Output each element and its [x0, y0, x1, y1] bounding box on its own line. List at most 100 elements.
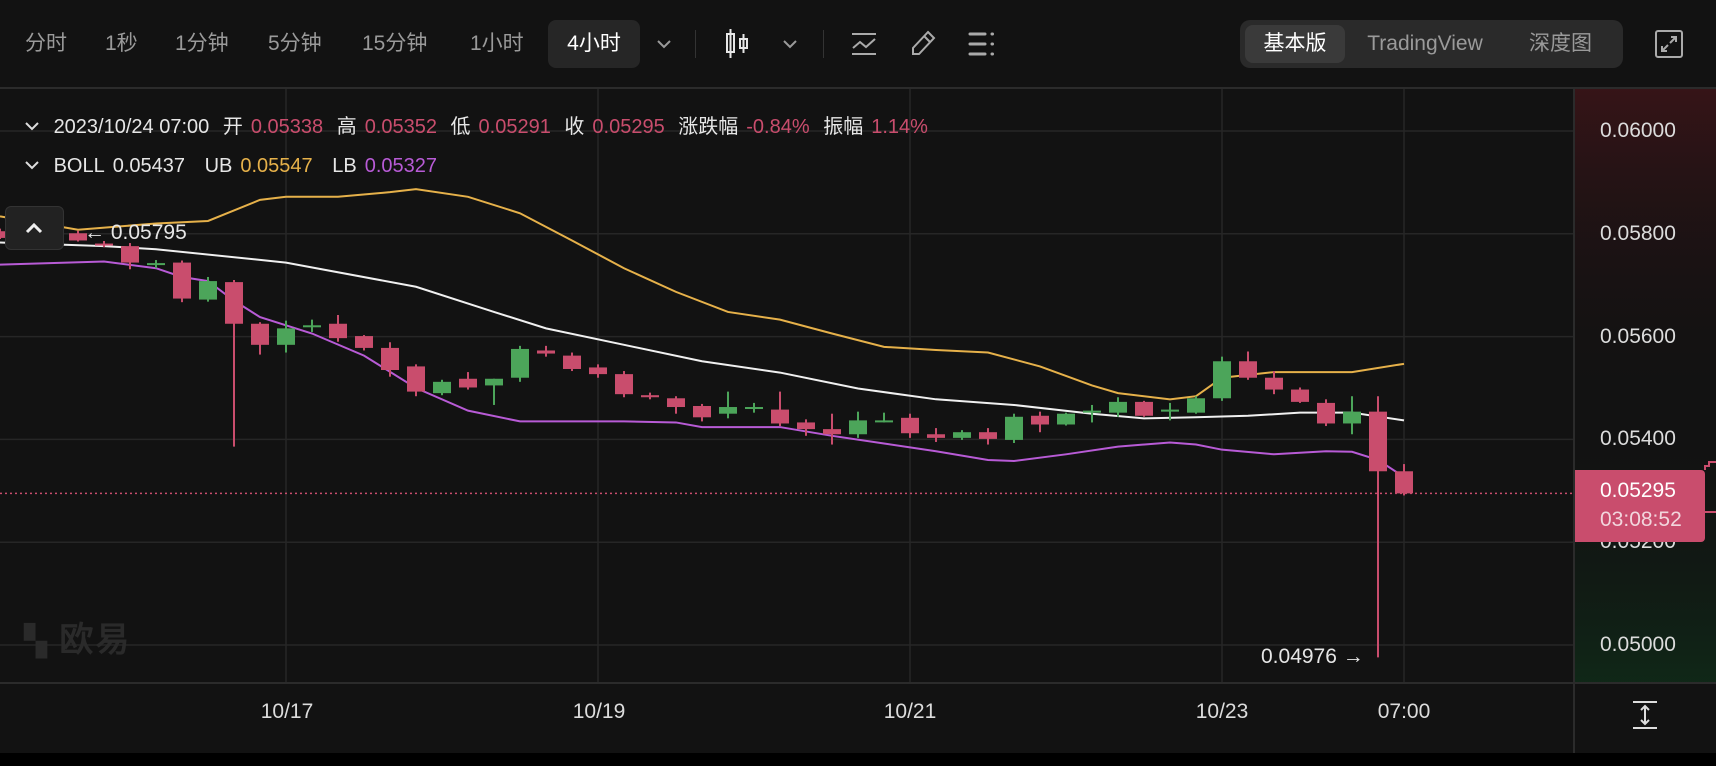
candle-body: [849, 420, 867, 435]
expand-icon[interactable]: [1654, 29, 1684, 59]
chevron-down-icon[interactable]: [24, 158, 40, 172]
candle: [563, 352, 581, 372]
candle: [1395, 464, 1413, 496]
interval-1h[interactable]: 1小时: [470, 32, 524, 55]
candle: [433, 379, 451, 396]
view-depth[interactable]: 深度图: [1529, 32, 1592, 55]
candle: [797, 419, 815, 436]
candle-body: [667, 398, 685, 408]
candle-body: [953, 432, 971, 438]
candle: [173, 260, 191, 303]
candle-body: [745, 407, 763, 410]
candle: [875, 412, 893, 423]
candle-body: [1265, 377, 1283, 390]
candle-body: [1369, 411, 1387, 472]
candle-body: [1109, 401, 1127, 413]
candlestick-icon[interactable]: [724, 28, 752, 60]
chevron-down-icon[interactable]: [24, 119, 40, 133]
candle-datetime: 2023/10/24 07:00: [53, 116, 210, 138]
candle-body: [511, 348, 529, 378]
x-tick: 10/17: [260, 700, 314, 723]
candle: [823, 413, 841, 445]
interval-5m[interactable]: 5分钟: [268, 32, 322, 55]
bottom-bar: [0, 753, 1716, 766]
candle: [667, 396, 685, 414]
high-label: 高: [336, 116, 357, 138]
candle: [1291, 387, 1309, 403]
candle-body: [1213, 361, 1231, 399]
candle-body: [1083, 410, 1101, 413]
candle-body: [355, 336, 373, 348]
divider: [695, 30, 696, 58]
divider: [823, 30, 824, 58]
open-value: 0.05338: [250, 116, 324, 138]
candle-body: [927, 434, 945, 438]
candle: [277, 320, 295, 353]
candle: [849, 411, 867, 438]
chevron-up-icon: [25, 222, 43, 234]
boll-info: BOLL 0.05437 UB 0.05547 LB 0.05327: [24, 155, 445, 178]
y-tick: 0.05800: [1600, 222, 1676, 245]
indicator-icon[interactable]: [850, 30, 878, 58]
candle: [589, 364, 607, 378]
candle: [1135, 400, 1153, 417]
candle-body: [589, 367, 607, 375]
max-price-marker: ← 0.05795: [84, 221, 187, 244]
pencil-icon[interactable]: [909, 29, 937, 59]
candle: [1369, 396, 1387, 658]
candle-body: [173, 262, 191, 299]
interval-fenshi[interactable]: 分时: [25, 32, 67, 55]
candle: [303, 319, 321, 332]
candle-body: [121, 246, 139, 263]
chevron-down-icon[interactable]: [780, 34, 800, 54]
candles: [0, 228, 1413, 658]
candle: [979, 428, 997, 445]
candle: [459, 372, 477, 390]
interval-1s[interactable]: 1秒: [105, 32, 138, 55]
candle: [953, 430, 971, 440]
interval-4h[interactable]: 4小时: [548, 20, 640, 68]
candle-body: [563, 355, 581, 369]
settings-list-icon[interactable]: [967, 30, 997, 58]
candle: [719, 391, 737, 419]
candle-body: [693, 405, 711, 418]
candle: [615, 371, 633, 398]
candle-body: [251, 323, 269, 345]
depth-gradient: [1575, 89, 1716, 683]
candle-body: [979, 432, 997, 439]
lb-label: LB: [332, 155, 357, 177]
toolbar-divider: [0, 87, 1716, 89]
candle: [1057, 412, 1075, 426]
auto-scale-icon[interactable]: [1631, 700, 1659, 730]
watermark-text: 欧易: [59, 621, 132, 659]
candle: [95, 240, 113, 248]
candle: [199, 276, 217, 302]
candle-body: [1005, 416, 1023, 440]
view-tradingview[interactable]: TradingView: [1367, 32, 1483, 55]
candle-body: [303, 325, 321, 328]
amplitude-label: 振幅: [823, 116, 864, 138]
interval-1m[interactable]: 1分钟: [175, 32, 229, 55]
x-tick: 10/19: [572, 700, 626, 723]
candle: [771, 391, 789, 427]
candle: [641, 392, 659, 400]
x-tick: 10/21: [883, 700, 937, 723]
min-price-value: 0.04976: [1261, 645, 1337, 668]
candle-body: [1057, 413, 1075, 425]
y-tick: 0.05400: [1600, 427, 1676, 450]
interval-15m[interactable]: 15分钟: [362, 32, 428, 55]
candle-body: [1343, 411, 1361, 424]
boll-middle-line: [0, 241, 1405, 422]
boll-mid-value: 0.05437: [112, 155, 186, 177]
chevron-down-icon[interactable]: [654, 34, 674, 54]
candle-body: [95, 243, 113, 246]
candle-body: [1135, 401, 1153, 416]
collapse-button[interactable]: [5, 206, 64, 250]
candle-body: [719, 407, 737, 414]
candle: [485, 378, 503, 405]
view-basic[interactable]: 基本版: [1245, 25, 1345, 63]
boll-label: BOLL: [53, 155, 105, 177]
candle-body: [381, 347, 399, 371]
candle-body: [329, 323, 347, 339]
